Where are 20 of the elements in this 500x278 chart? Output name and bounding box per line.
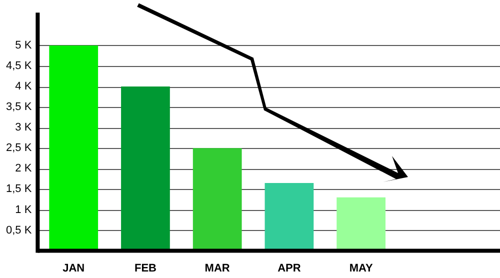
y-tick-label: 1,5 K [6, 183, 32, 196]
bar [192, 148, 242, 251]
y-tick-label: 2,5 K [6, 142, 32, 154]
y-tick-label: 5 K [15, 39, 32, 52]
y-tick-label: 3,5 K [6, 101, 32, 114]
y-tick-label: 2 K [15, 162, 32, 175]
x-tick-label: MAY [349, 262, 374, 274]
bar [49, 45, 98, 251]
x-tick-label: JAN [62, 262, 85, 274]
x-tick-label: MAR [204, 262, 230, 274]
x-tick-label: APR [278, 262, 301, 274]
x-tick-label: FEB [134, 262, 157, 274]
y-tick-label: 1 K [15, 204, 32, 216]
y-tick-label: 4,5 K [6, 60, 32, 72]
bar [264, 183, 314, 251]
y-tick-label: 0,5 K [6, 224, 32, 236]
bar [121, 86, 170, 251]
y-tick-label: 3 K [15, 122, 32, 134]
y-tick-label: 4 K [15, 80, 32, 93]
bar [336, 197, 386, 251]
